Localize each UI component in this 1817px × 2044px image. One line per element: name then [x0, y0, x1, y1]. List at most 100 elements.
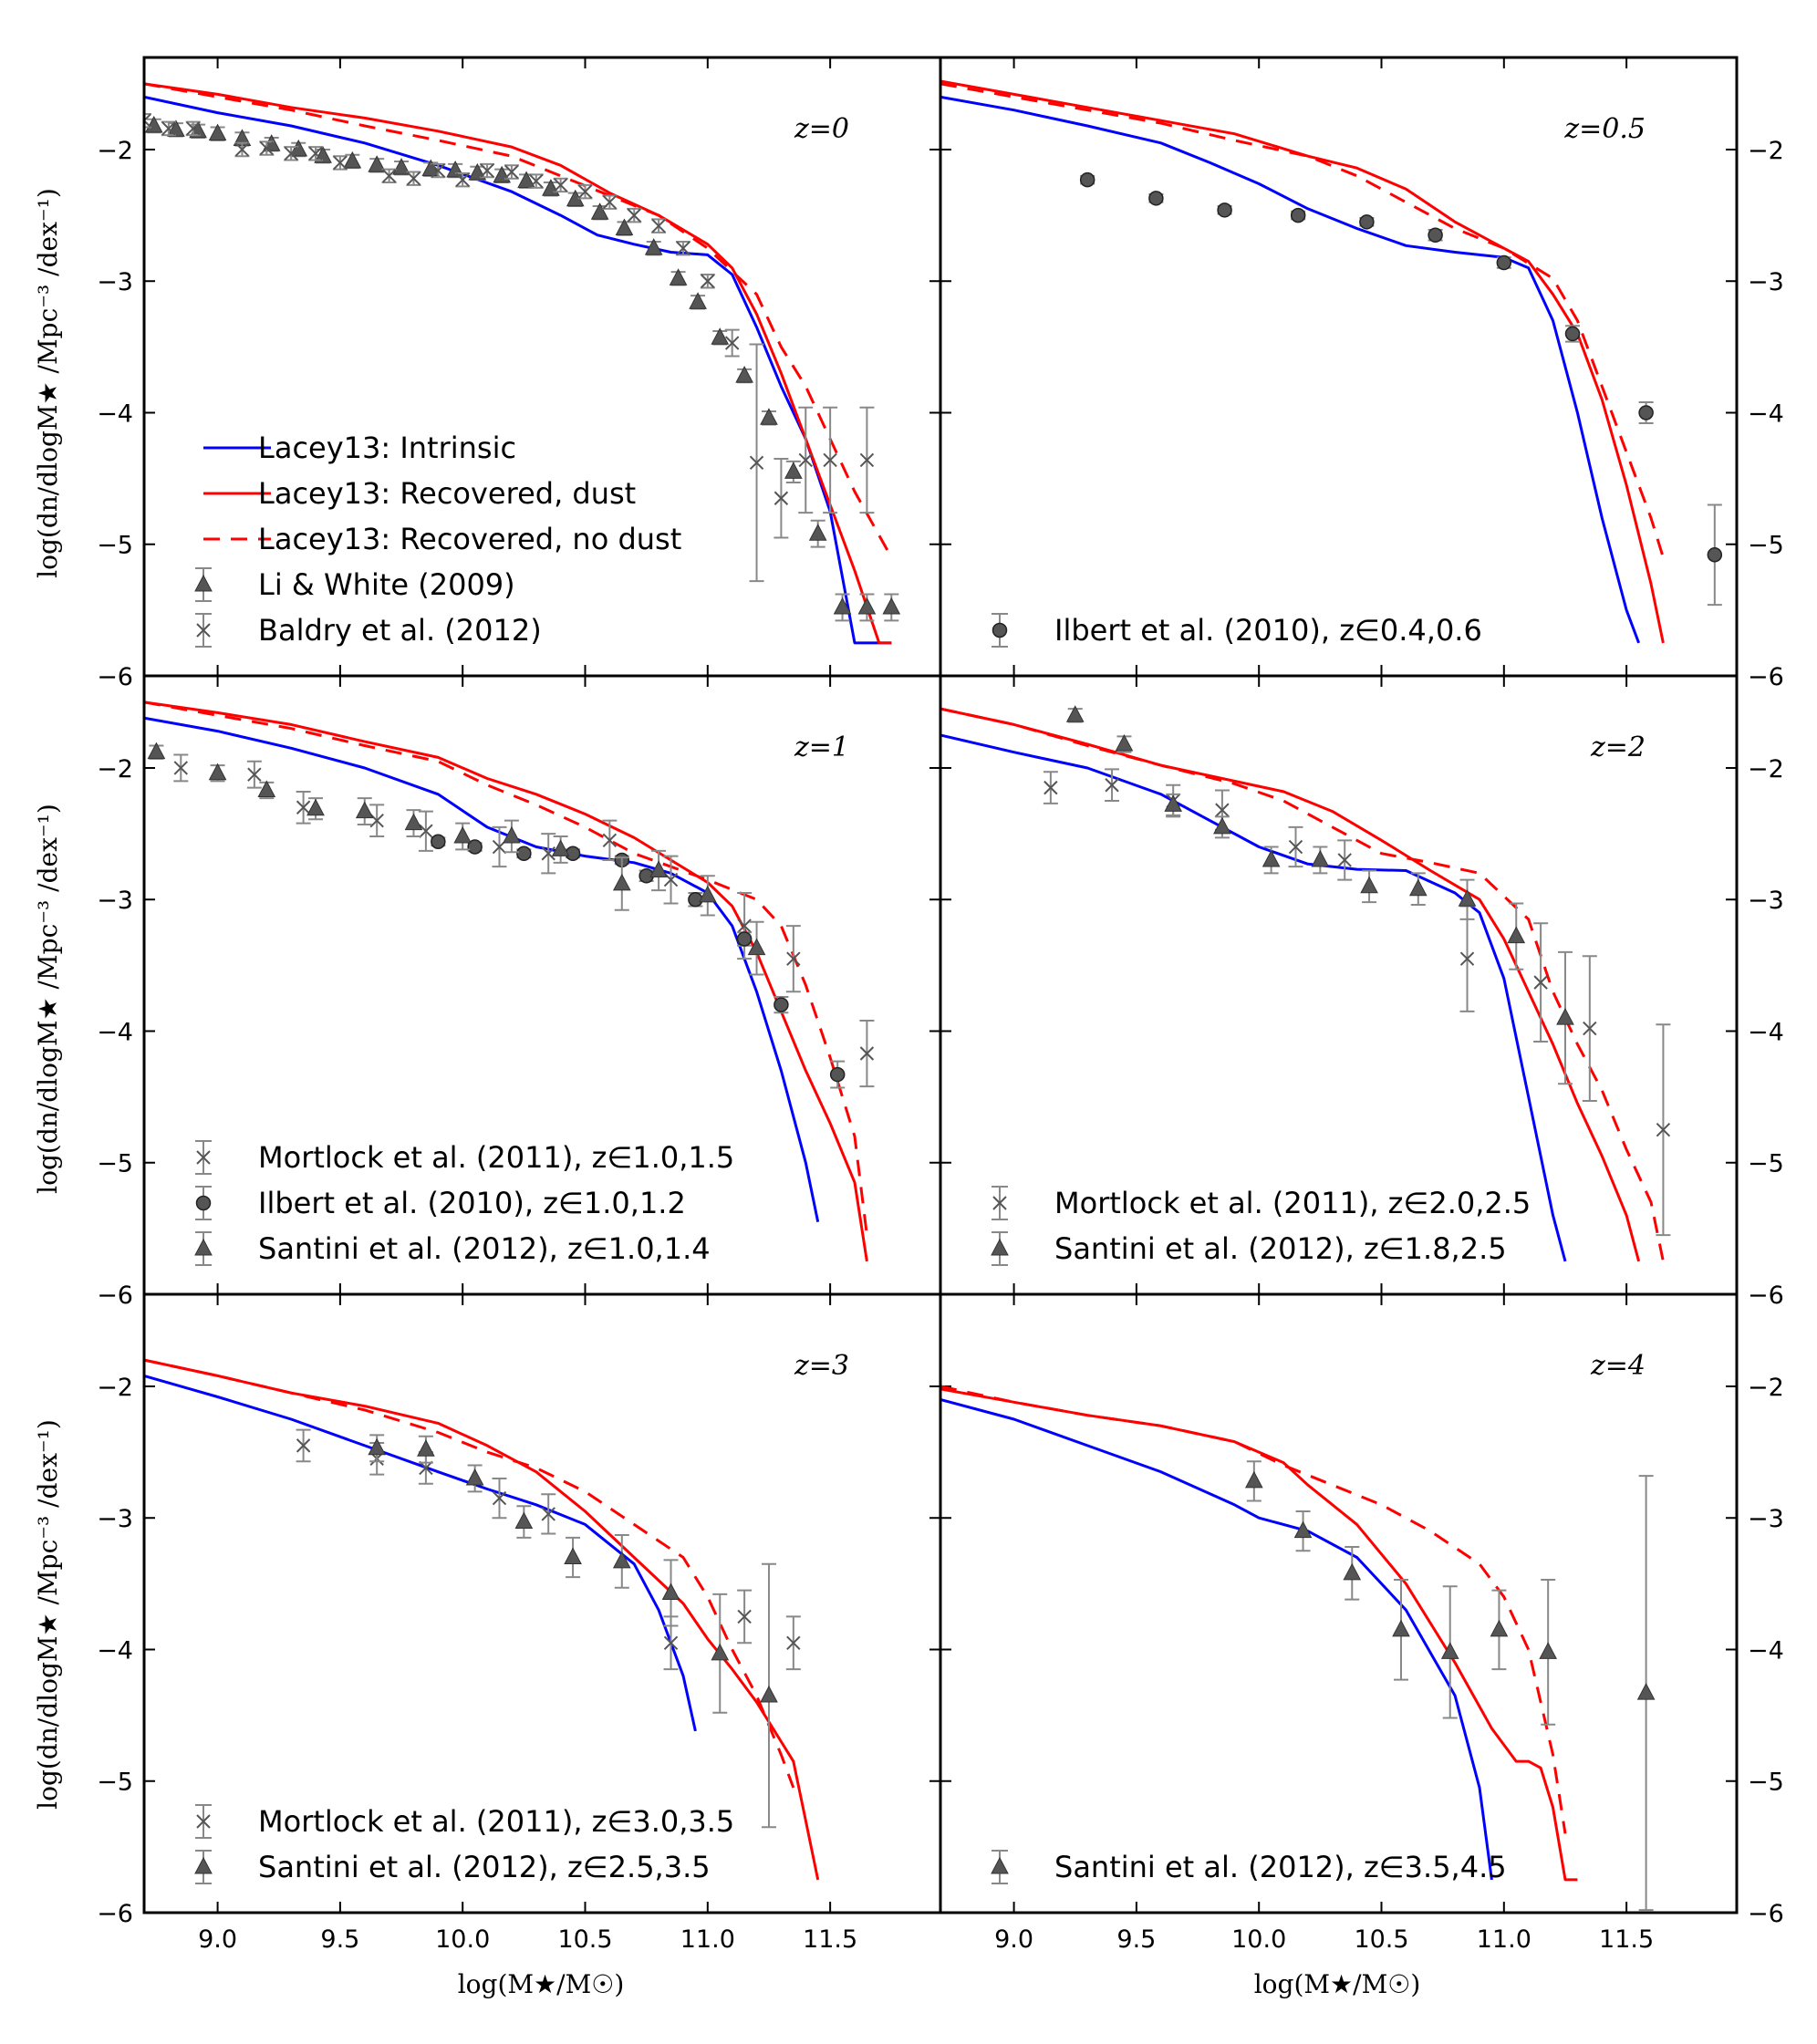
panel-z-label: z=4: [1590, 1350, 1646, 1382]
data-point-p0-s1-15: [553, 178, 568, 192]
data-point-p2-s0-2: [296, 800, 311, 814]
panel-z-label: z=2: [1590, 731, 1646, 763]
legend-label-2: Ilbert et al. (2010), z∈1.0,1.2: [258, 1186, 686, 1220]
data-point-p0-s1-26: [823, 452, 837, 468]
y-tick-label-right: −3: [1748, 1505, 1784, 1533]
data-point-p0-s1-5: [284, 146, 298, 161]
series-line-nodust-panel-2: [940, 82, 1665, 558]
data-point-p2-s1-7: [736, 931, 753, 947]
plot-area-panel-5: [144, 1358, 820, 1881]
series-line-nodust-panel-1: [144, 82, 893, 558]
data-point-plegend-slegend-marker-2-0: [194, 1856, 213, 1874]
ticks-panel-4: −6 −5 −4 −3 −2: [940, 676, 1784, 1310]
data-point-p0-s1-8: [381, 169, 397, 183]
data-point-p0-s1-17: [602, 194, 618, 210]
legend-label-1: Santini et al. (2012), z∈3.5,4.5: [1054, 1850, 1507, 1884]
data-point-p1-s0-1: [1148, 191, 1164, 206]
data-point-p2-s0-7: [602, 833, 618, 848]
data-point-p2-s2-9: [612, 873, 631, 891]
data-point-plegend-slegend-marker-4-0: [194, 574, 213, 592]
data-point-p0-s0-27: [808, 524, 827, 541]
obs-series-circle-panel-3: [431, 834, 846, 1089]
data-point-p2-s0-4: [419, 824, 433, 838]
data-point-p2-s2-6: [453, 825, 472, 844]
data-point-p3-s1-4: [1262, 849, 1281, 867]
y-tick-label-left: −2: [97, 755, 133, 783]
data-point-p4-s0-0: [296, 1438, 311, 1453]
y-tick-label-left: −3: [97, 887, 133, 915]
data-point-p2-s0-0: [173, 761, 188, 775]
x-axis-label-right: log(M★/M☉): [1254, 1969, 1421, 1999]
data-point-p0-s1-9: [406, 171, 421, 186]
legend-label-4: Li & White (2009): [258, 567, 515, 602]
data-point-p0-s1-12: [480, 163, 494, 178]
data-point-p1-s0-4: [1359, 214, 1375, 230]
plot-area-panel-4: [940, 705, 1671, 1262]
legend-label-3: Lacey13: Recovered, no dust: [258, 522, 681, 556]
legend-panel-3: Mortlock et al. (2011), z∈1.0,1.5 Ilbert …: [194, 1140, 734, 1266]
data-point-p2-s0-3: [369, 813, 384, 828]
y-tick-label-right: −5: [1748, 532, 1784, 560]
panel-z-label: z=1: [794, 731, 849, 763]
y-axis-label-bottom: log(dn/dlogM★ /Mpc⁻³ /dex⁻¹): [33, 1419, 63, 1810]
y-tick-label-right: −5: [1748, 1769, 1784, 1797]
panel-z-label: z=0: [794, 113, 849, 145]
data-point-plegend-slegend-marker-2-0: [195, 1195, 212, 1211]
data-point-p4-s0-3: [492, 1490, 507, 1506]
y-axis-label-text-1: log(dn/dlogM★ /Mpc⁻³ /dex⁻¹): [33, 188, 63, 578]
y-tick-label-right: −2: [1748, 137, 1784, 165]
data-point-p4-s0-4: [541, 1507, 555, 1521]
data-point-p5-s0-6: [1539, 1642, 1557, 1659]
data-point-p0-s1-7: [333, 155, 348, 171]
data-point-p0-s0-22: [689, 292, 707, 309]
data-point-plegend-slegend-marker-1-0: [991, 1856, 1009, 1874]
data-point-p4-s1-7: [711, 1643, 730, 1661]
obs-series-circle-panel-2: [1079, 171, 1723, 607]
data-point-p0-s0-20: [644, 238, 663, 255]
y-tick-label-left: −5: [97, 1769, 133, 1797]
data-point-p4-s1-1: [417, 1439, 435, 1457]
data-point-p0-s0-28: [833, 597, 852, 615]
y-tick-label-right: −6: [1748, 663, 1784, 691]
legend-label-1: Mortlock et al. (2011), z∈2.0,2.5: [1054, 1186, 1531, 1220]
ticks-panel-3: −6 −5 −4 −3 −2: [97, 676, 940, 1310]
data-point-p0-s0-23: [711, 327, 730, 345]
legend-marker-2-marker-group: [195, 1195, 212, 1211]
data-point-p3-s0-5: [1337, 853, 1352, 867]
legend-marker-5-marker-group: [196, 623, 211, 638]
data-point-p3-s0-4: [1288, 839, 1303, 855]
data-point-p1-s0-5: [1428, 227, 1443, 243]
panel-frame-6: [939, 1292, 1739, 1914]
data-point-p0-s1-0: [144, 113, 151, 128]
y-tick-label-right: −6: [1748, 1900, 1784, 1928]
series-line-nodust-panel-4: [940, 707, 1665, 1262]
y-tick-label-left: −5: [97, 1150, 133, 1178]
data-point-plegend-slegend-marker-3-0: [194, 1238, 213, 1256]
data-point-p2-s2-11: [698, 885, 717, 903]
legend-marker-2-marker-group: [194, 1856, 213, 1874]
data-point-p2-s0-11: [859, 1046, 875, 1061]
data-point-p0-s0-8: [343, 150, 362, 169]
panel-2: −6 −5 −4 −3 −2 z=0.5 Ilbert et al. (2010), z∈0…: [939, 56, 1784, 691]
legend-label-2: Santini et al. (2012), z∈2.5,3.5: [258, 1850, 711, 1884]
series-line-dust-panel-1: [144, 82, 892, 645]
data-point-p5-s0-7: [1636, 1683, 1656, 1700]
obs-series-triangle-panel-6: [1244, 1460, 1656, 1912]
y-tick-label-right: −2: [1748, 755, 1784, 783]
legend-marker-4-marker-group: [194, 574, 213, 592]
x-tick-label: 11.0: [1477, 1925, 1531, 1954]
data-point-p2-s1-9: [829, 1066, 846, 1083]
data-point-p0-s1-11: [455, 172, 470, 187]
data-point-p3-s1-10: [1556, 1007, 1574, 1025]
y-tick-label-right: −4: [1748, 399, 1784, 428]
ticks-panel-6: 9.0 9.5 10.0 10.5 11.0 11.5 −6 −5 −4 −3 −2: [940, 1294, 1784, 1954]
data-point-p0-s1-27: [859, 452, 875, 468]
data-point-p2-s2-5: [404, 813, 423, 831]
legend-panel-5: Mortlock et al. (2011), z∈3.0,3.5 Santini…: [194, 1804, 734, 1884]
ticks-panel-2: −6 −5 −4 −3 −2: [940, 57, 1784, 691]
data-point-p0-s1-10: [431, 163, 446, 178]
data-point-p2-s0-6: [541, 846, 555, 861]
plot-area-panel-6: [940, 1385, 1656, 1912]
data-point-p0-s0-7: [314, 146, 332, 163]
legend-label-1: Ilbert et al. (2010), z∈0.4,0.6: [1054, 613, 1482, 648]
